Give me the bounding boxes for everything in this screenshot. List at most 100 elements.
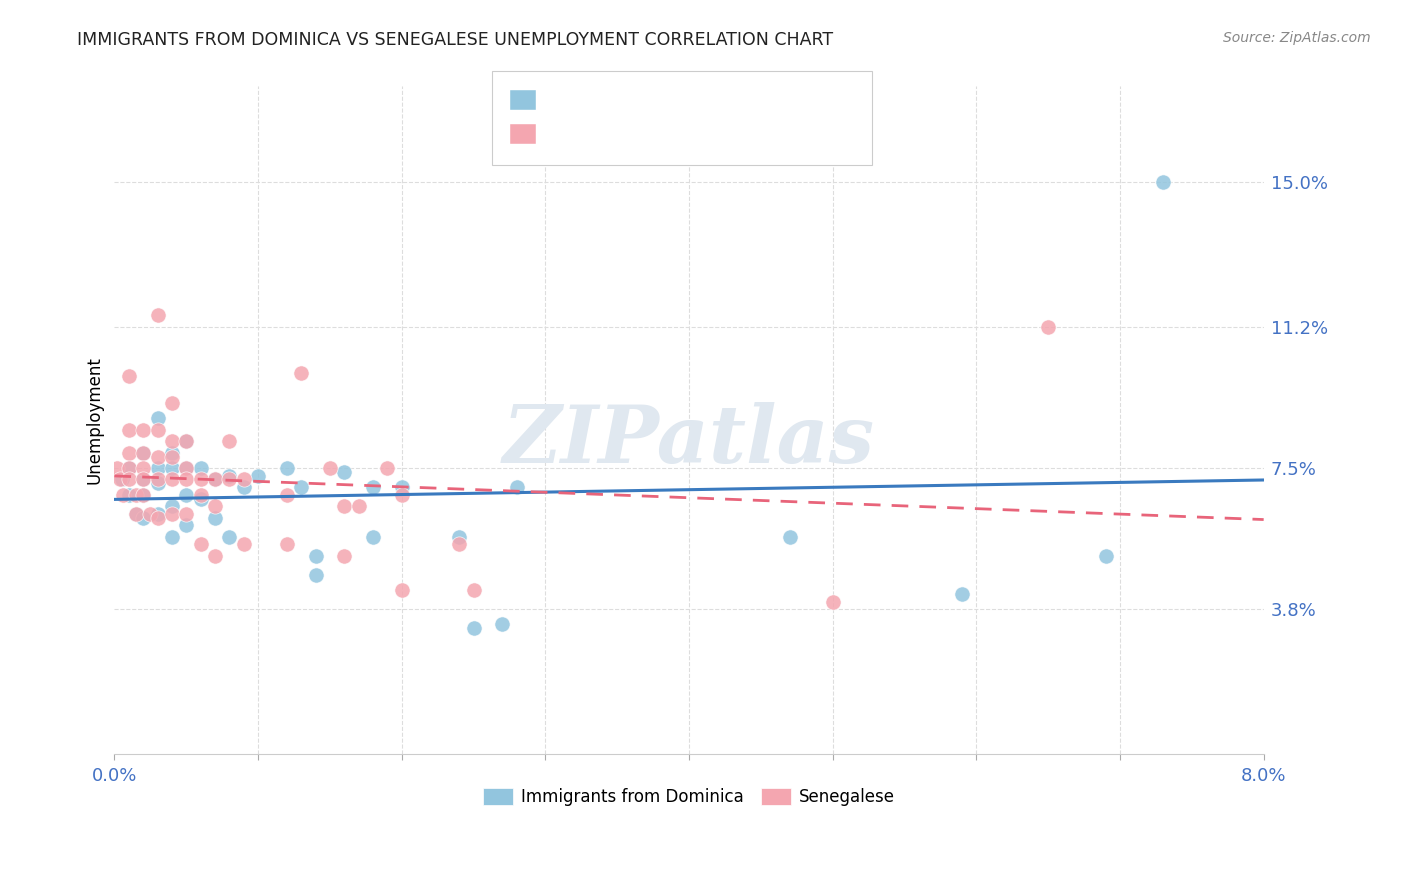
Point: [304, 567, 326, 582]
Point: [377, 461, 399, 475]
Point: [118, 461, 141, 475]
Point: [391, 480, 413, 494]
Text: IMMIGRANTS FROM DOMINICA VS SENEGALESE UNEMPLOYMENT CORRELATION CHART: IMMIGRANTS FROM DOMINICA VS SENEGALESE U…: [77, 31, 834, 49]
Point: [204, 549, 226, 563]
Point: [146, 472, 169, 486]
Point: [160, 461, 183, 475]
Point: [190, 488, 212, 502]
Point: [174, 434, 197, 449]
Point: [950, 587, 973, 601]
Text: R = 0.149: R = 0.149: [547, 91, 645, 109]
Text: ZIPatlas: ZIPatlas: [503, 401, 875, 479]
Point: [118, 488, 141, 502]
Point: [125, 488, 148, 502]
Point: [218, 468, 240, 483]
Text: R = 0.051: R = 0.051: [547, 125, 645, 143]
Point: [132, 472, 155, 486]
Point: [361, 530, 384, 544]
Point: [105, 461, 128, 475]
Point: [319, 461, 342, 475]
Point: [146, 450, 169, 464]
Point: [247, 468, 270, 483]
Point: [132, 423, 155, 437]
Point: [391, 488, 413, 502]
Point: [132, 510, 155, 524]
Point: [1038, 319, 1060, 334]
Point: [132, 488, 155, 502]
Point: [290, 480, 312, 494]
Point: [160, 472, 183, 486]
Point: [139, 507, 162, 521]
Point: [112, 488, 135, 502]
Point: [204, 510, 226, 524]
Point: [132, 446, 155, 460]
Point: [132, 488, 155, 502]
Point: [1152, 175, 1174, 189]
Point: [276, 488, 298, 502]
Point: [160, 446, 183, 460]
Point: [146, 510, 169, 524]
Point: [218, 472, 240, 486]
Point: [160, 530, 183, 544]
Point: [505, 480, 527, 494]
Point: [174, 488, 197, 502]
Point: [821, 594, 844, 608]
Point: [218, 530, 240, 544]
Point: [174, 507, 197, 521]
Point: [118, 461, 141, 475]
Point: [118, 472, 141, 486]
Point: [110, 472, 132, 486]
Point: [232, 537, 254, 551]
Point: [160, 450, 183, 464]
Point: [146, 461, 169, 475]
Point: [118, 369, 141, 384]
Point: [304, 549, 326, 563]
Point: [125, 507, 148, 521]
Point: [146, 309, 169, 323]
Point: [391, 583, 413, 598]
Text: N = 44: N = 44: [688, 91, 755, 109]
Point: [190, 491, 212, 506]
Point: [118, 446, 141, 460]
Point: [132, 461, 155, 475]
Point: [232, 480, 254, 494]
Point: [160, 499, 183, 513]
Point: [174, 461, 197, 475]
Point: [204, 472, 226, 486]
Point: [333, 499, 356, 513]
Point: [347, 499, 370, 513]
Point: [174, 472, 197, 486]
Point: [204, 472, 226, 486]
Point: [276, 461, 298, 475]
Text: N = 54: N = 54: [688, 125, 755, 143]
Text: Source: ZipAtlas.com: Source: ZipAtlas.com: [1223, 31, 1371, 45]
Point: [190, 472, 212, 486]
Point: [174, 461, 197, 475]
Point: [132, 472, 155, 486]
Point: [491, 617, 513, 632]
Point: [190, 537, 212, 551]
Point: [232, 472, 254, 486]
Point: [146, 476, 169, 491]
Point: [118, 423, 141, 437]
Point: [779, 530, 801, 544]
Point: [160, 507, 183, 521]
Point: [333, 465, 356, 479]
Point: [449, 530, 471, 544]
Point: [333, 549, 356, 563]
Y-axis label: Unemployment: Unemployment: [86, 356, 103, 484]
Point: [463, 583, 485, 598]
Point: [160, 396, 183, 410]
Legend: Immigrants from Dominica, Senegalese: Immigrants from Dominica, Senegalese: [477, 781, 901, 813]
Point: [463, 621, 485, 635]
Point: [218, 434, 240, 449]
Point: [132, 446, 155, 460]
Point: [276, 537, 298, 551]
Point: [1094, 549, 1116, 563]
Point: [204, 499, 226, 513]
Point: [108, 472, 131, 486]
Point: [290, 366, 312, 380]
Point: [361, 480, 384, 494]
Point: [174, 434, 197, 449]
Point: [174, 518, 197, 533]
